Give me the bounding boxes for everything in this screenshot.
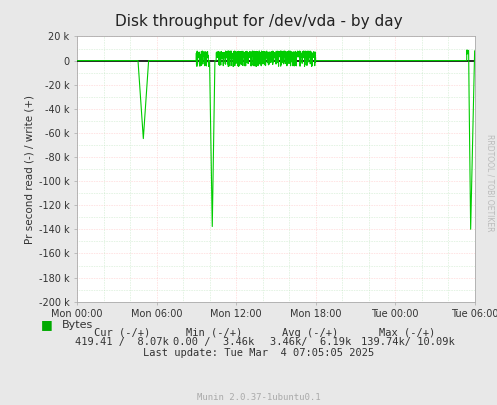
Text: Bytes: Bytes bbox=[62, 320, 93, 330]
Text: 139.74k/ 10.09k: 139.74k/ 10.09k bbox=[361, 337, 454, 347]
Text: Max (-/+): Max (-/+) bbox=[379, 328, 436, 338]
Text: Munin 2.0.37-1ubuntu0.1: Munin 2.0.37-1ubuntu0.1 bbox=[197, 393, 320, 402]
Text: Last update: Tue Mar  4 07:05:05 2025: Last update: Tue Mar 4 07:05:05 2025 bbox=[143, 348, 374, 358]
Text: 3.46k/  6.19k: 3.46k/ 6.19k bbox=[270, 337, 351, 347]
Text: 0.00 /  3.46k: 0.00 / 3.46k bbox=[173, 337, 254, 347]
Text: 419.41 /  8.07k: 419.41 / 8.07k bbox=[75, 337, 168, 347]
Text: Disk throughput for /dev/vda - by day: Disk throughput for /dev/vda - by day bbox=[115, 14, 402, 29]
Text: Cur (-/+): Cur (-/+) bbox=[93, 328, 150, 338]
Text: ■: ■ bbox=[41, 318, 53, 331]
Text: RRDTOOL / TOBI OETIKER: RRDTOOL / TOBI OETIKER bbox=[486, 134, 495, 231]
Y-axis label: Pr second read (-) / write (+): Pr second read (-) / write (+) bbox=[24, 95, 34, 243]
Text: Avg (-/+): Avg (-/+) bbox=[282, 328, 339, 338]
Text: Min (-/+): Min (-/+) bbox=[185, 328, 242, 338]
